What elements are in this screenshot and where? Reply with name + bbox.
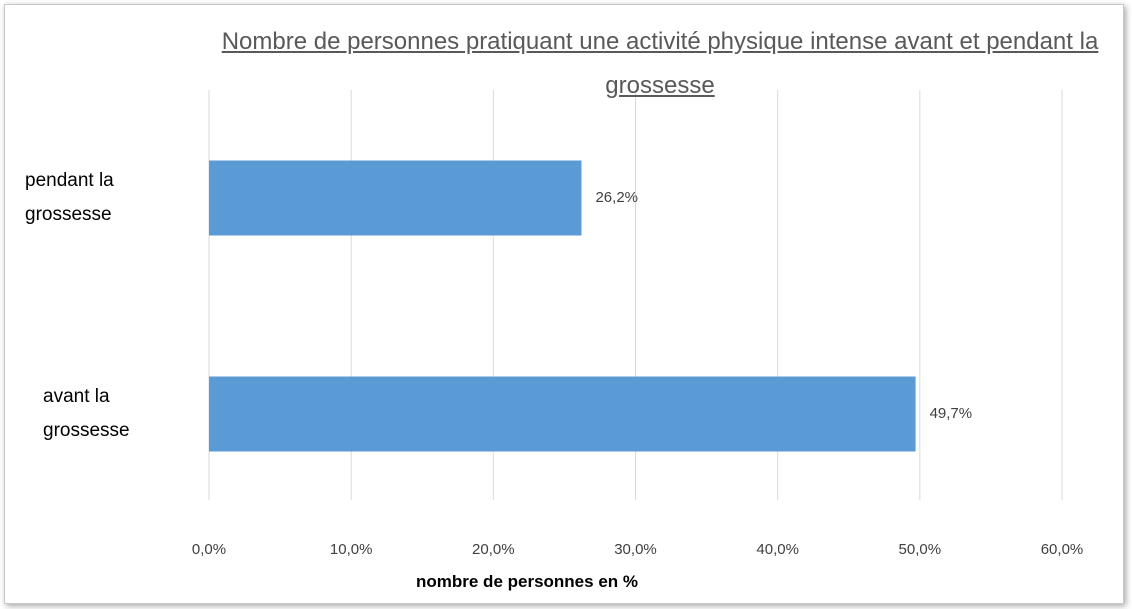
chart-frame [4,4,1124,604]
x-axis-label: nombre de personnes en % [416,572,638,591]
x-tick-label: 10,0% [330,541,373,558]
chart-title: Nombre de personnes pratiquant une activ… [221,28,1099,99]
data-label: 49,7% [930,405,973,422]
bar [209,160,582,236]
y-tick-label: avant la grossesse [43,386,130,441]
data-label: 26,2% [595,189,638,206]
bar [209,376,916,452]
x-tick-label: 0,0% [192,541,226,558]
x-tick-label: 30,0% [614,541,657,558]
x-tick-label: 50,0% [899,541,942,558]
x-tick-label: 60,0% [1041,541,1084,558]
y-tick-label: pendant la grossesse [25,170,114,225]
x-tick-label: 40,0% [756,541,799,558]
x-tick-label: 20,0% [472,541,515,558]
